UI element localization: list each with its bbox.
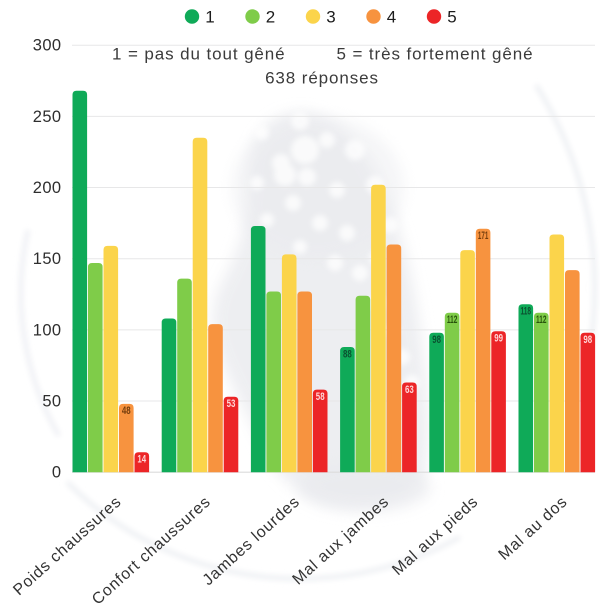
svg-text:112: 112 <box>447 314 458 326</box>
svg-text:5: 5 <box>447 8 456 27</box>
svg-text:63: 63 <box>405 384 414 396</box>
svg-text:50: 50 <box>42 393 61 411</box>
svg-text:200: 200 <box>33 179 62 197</box>
svg-text:53: 53 <box>227 398 236 410</box>
svg-text:1: 1 <box>205 8 214 27</box>
svg-text:3: 3 <box>326 8 335 27</box>
svg-text:48: 48 <box>122 405 131 417</box>
svg-text:14: 14 <box>137 454 146 466</box>
svg-text:58: 58 <box>316 391 325 403</box>
svg-text:638 réponses: 638 réponses <box>265 69 379 88</box>
svg-text:1 = pas du tout gêné: 1 = pas du tout gêné <box>112 45 286 64</box>
svg-text:88: 88 <box>343 348 352 360</box>
svg-text:98: 98 <box>432 334 441 346</box>
svg-text:2: 2 <box>266 8 275 27</box>
svg-text:4: 4 <box>387 8 396 27</box>
svg-text:118: 118 <box>521 306 532 318</box>
svg-text:150: 150 <box>33 250 62 268</box>
svg-text:5 = très fortement gêné: 5 = très fortement gêné <box>337 45 534 64</box>
svg-text:98: 98 <box>583 334 592 346</box>
svg-text:0: 0 <box>52 464 62 482</box>
svg-text:300: 300 <box>33 37 62 55</box>
svg-text:99: 99 <box>494 333 503 345</box>
svg-text:171: 171 <box>478 230 489 242</box>
svg-text:250: 250 <box>33 108 62 126</box>
svg-text:112: 112 <box>536 314 547 326</box>
svg-text:100: 100 <box>33 321 62 339</box>
